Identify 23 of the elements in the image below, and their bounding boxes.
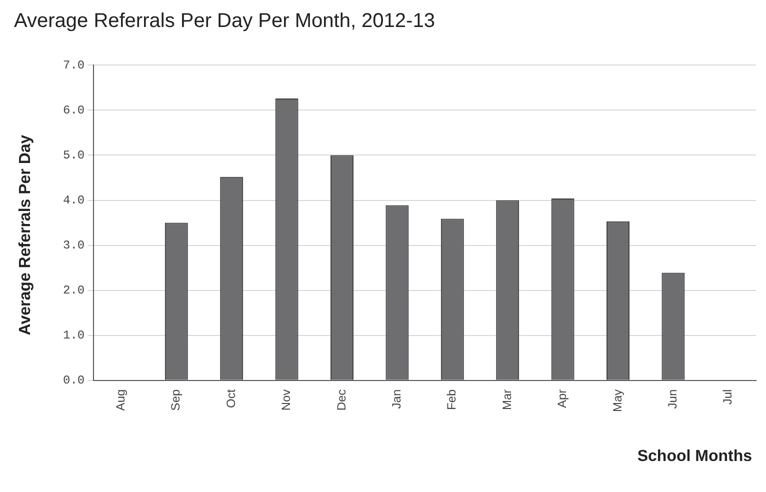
- y-tick-label: 6.0: [62, 103, 85, 118]
- x-tick-label: Aug: [114, 389, 128, 411]
- y-tick-label: 3.0: [62, 238, 85, 252]
- y-tick-label: 4.0: [62, 193, 85, 208]
- x-tick-label: Jun: [666, 389, 680, 409]
- x-tick-label: Sep: [168, 389, 183, 411]
- x-tick-label: Dec: [334, 389, 348, 411]
- x-tick-label: Oct: [224, 388, 238, 408]
- y-tick-label: 0.0: [62, 374, 85, 388]
- x-axis-title: School Months: [637, 448, 752, 466]
- x-tick-label: May: [610, 389, 624, 412]
- x-tick-label: Jul: [720, 389, 735, 405]
- x-tick-label: Jan: [390, 389, 404, 409]
- x-tick-label: Mar: [500, 389, 514, 410]
- chart-title: Average Referrals Per Day Per Month, 2012-13: [14, 10, 435, 33]
- y-tick-label: 2.0: [62, 283, 85, 298]
- x-tick-label: Feb: [444, 389, 459, 410]
- y-tick-label: 5.0: [62, 148, 85, 162]
- y-tick-label: 1.0: [62, 328, 85, 342]
- x-tick-label: Apr: [555, 389, 570, 408]
- x-tick-label: Nov: [279, 389, 294, 411]
- y-axis-title: Average Referrals Per Day: [17, 134, 35, 336]
- y-tick-label: 7.0: [62, 58, 85, 72]
